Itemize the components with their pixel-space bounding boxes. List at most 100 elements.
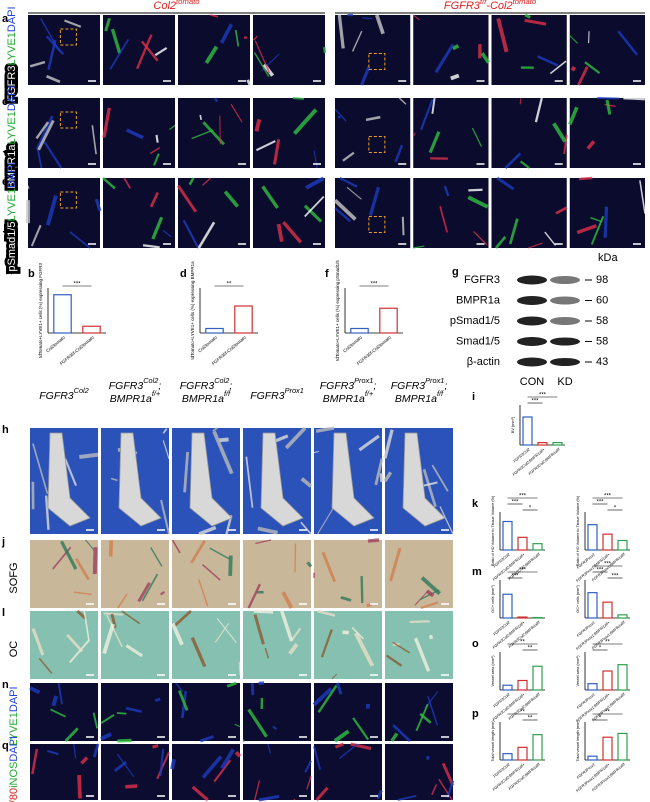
image-detail (360, 66, 371, 86)
image-detail (77, 775, 82, 799)
text-part: f/+ (365, 389, 374, 398)
category-label: Col2tomato (342, 335, 363, 354)
image-panel (172, 611, 240, 679)
kda-value: 58 (596, 335, 608, 347)
image-detail (273, 139, 281, 165)
bar (587, 524, 598, 551)
bar (532, 665, 543, 691)
bar (350, 327, 369, 334)
image-detail (389, 547, 402, 582)
image-panel (28, 178, 100, 248)
column-title: FGFR3Col2; (109, 376, 162, 391)
panel-letter: b (28, 268, 35, 280)
image-detail (254, 40, 271, 74)
image-detail (639, 180, 646, 214)
image-detail (64, 727, 79, 743)
image-detail (306, 775, 312, 790)
image-detail (422, 468, 437, 508)
image-detail (272, 725, 277, 730)
image-panel (243, 611, 311, 679)
band (517, 275, 547, 285)
image-detail (92, 547, 98, 575)
bone-model (47, 432, 91, 527)
image-detail (169, 124, 176, 130)
image-detail (116, 753, 135, 778)
image-detail (245, 456, 254, 508)
image-panel (30, 744, 98, 800)
image-detail (170, 622, 184, 646)
zoom-box (59, 111, 77, 129)
image-detail (198, 525, 217, 536)
image-detail (92, 712, 99, 729)
kda-value: 98 (596, 274, 608, 286)
image-detail (312, 687, 333, 707)
stain-name: DAPI (6, 162, 18, 188)
bar (532, 734, 543, 761)
image-detail (420, 576, 441, 596)
image-detail (284, 426, 307, 450)
image-detail (197, 221, 216, 249)
image-detail (392, 724, 411, 742)
image-detail (64, 19, 82, 28)
stain-name: DAPI (8, 736, 20, 762)
image-detail (188, 177, 195, 186)
bar (537, 442, 548, 446)
image-detail (335, 682, 343, 695)
image-detail (421, 481, 438, 488)
band (517, 337, 547, 346)
image-detail (420, 601, 439, 609)
y-axis-label: Total vessel length (mm) (576, 720, 580, 762)
significance-label: *** (596, 568, 604, 574)
text-part: FGFR3 (320, 380, 355, 392)
image-detail (590, 215, 605, 245)
image-panel (28, 15, 100, 85)
image-detail (431, 464, 449, 492)
image-detail (528, 242, 543, 249)
image-detail (190, 539, 206, 564)
stain-name: pSmad1/5 (6, 221, 18, 271)
bar (502, 593, 513, 619)
stain-label: BMPR1aLYVE1DAPI (6, 85, 18, 188)
significance-label: ** (227, 282, 232, 288)
text-part: Col2 (214, 376, 229, 385)
stain-label: pSmad1/5LYVE1DAPI (6, 162, 18, 271)
image-detail (253, 609, 274, 614)
lane-label: KD (557, 376, 572, 388)
image-detail (102, 107, 111, 138)
column-title: FGFR3Col2; (180, 376, 233, 391)
image-detail (100, 713, 115, 725)
significance-label: * (614, 506, 617, 512)
image-detail (85, 539, 95, 551)
image-detail (496, 17, 509, 53)
text-part: f/f (224, 389, 231, 398)
significance-label: * (599, 716, 602, 722)
image-detail (220, 748, 235, 770)
image-detail (29, 60, 46, 68)
image-detail (623, 96, 645, 101)
group-title: Col2tomato (153, 0, 200, 12)
image-panel (253, 15, 325, 85)
image-detail (142, 244, 160, 249)
band (550, 296, 580, 305)
image-detail (69, 639, 91, 664)
image-detail (264, 647, 270, 659)
image-panel (101, 611, 169, 679)
image-detail (247, 583, 262, 609)
image-detail (439, 506, 454, 535)
image-detail (352, 717, 370, 741)
image-detail (549, 60, 567, 75)
y-axis-label: tdTomato+LYVE1+ cells (%) expressing pSm… (335, 260, 340, 361)
text-part: -Col2 (486, 0, 512, 12)
image-detail (401, 216, 405, 236)
image-panel (253, 98, 325, 168)
bone-model (402, 432, 446, 527)
image-detail (45, 194, 58, 226)
image-detail (136, 34, 153, 70)
bar (617, 539, 628, 551)
image-detail (508, 218, 519, 245)
image-detail (226, 681, 237, 688)
image-detail (342, 630, 350, 635)
stain-name: iNOS (8, 762, 20, 788)
image-detail (568, 106, 579, 126)
